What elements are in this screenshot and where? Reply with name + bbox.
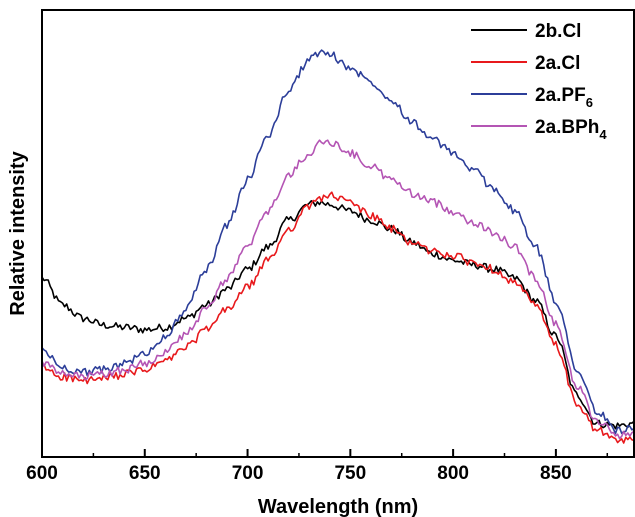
x-tick-label: 700 [232,463,264,484]
x-tick-label: 650 [129,463,161,484]
series-line-2a-bph4 [41,139,635,440]
x-tick-label: 750 [334,463,366,484]
x-axis: 600 650 700 750 800 850 [26,449,609,484]
series-layer [41,49,635,444]
x-tick-label: 600 [26,463,58,484]
x-tick-label: 800 [437,463,469,484]
series-line-2a-cl [41,191,635,444]
series-line-2b-cl [41,200,635,430]
legend: 2b.Cl 2a.Cl 2a.PF6 2a.BPh4 [471,21,607,142]
legend-label: 2b.Cl [535,21,581,42]
plot-area-frame [41,9,635,458]
legend-label: 2a.PF6 [535,85,593,110]
series-line-2a-pf6 [41,49,635,435]
legend-label: 2a.BPh4 [535,117,607,142]
legend-label: 2a.Cl [535,53,580,74]
y-axis-label: Relative intensity [7,150,29,315]
x-tick-label: 850 [540,463,572,484]
x-axis-label: Wavelength (nm) [258,496,418,517]
